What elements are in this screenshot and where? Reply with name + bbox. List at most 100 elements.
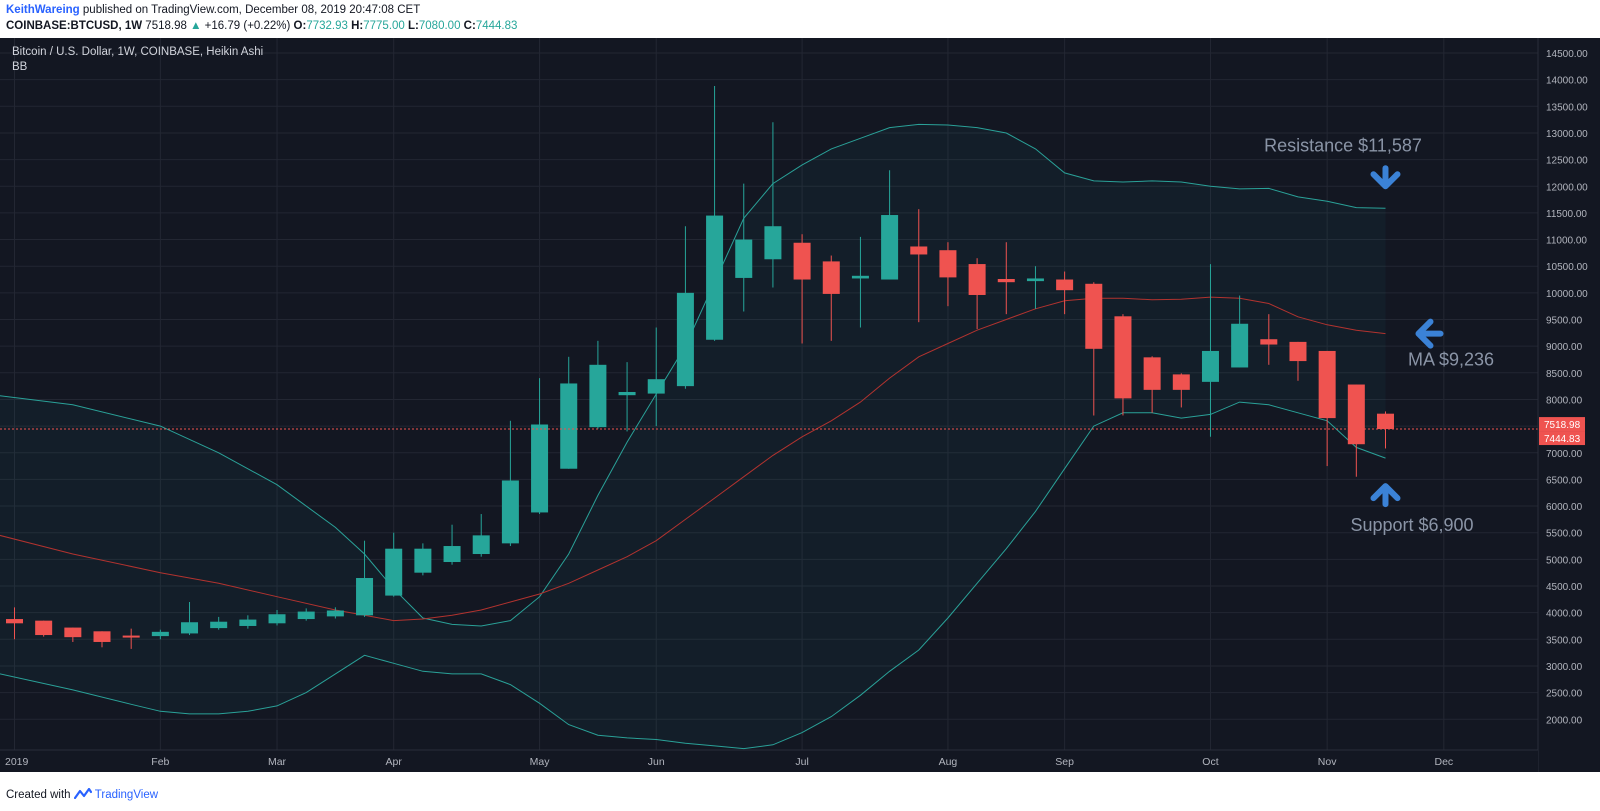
candle-body: [151, 631, 169, 637]
candle-body: [443, 546, 461, 563]
candle: [151, 629, 169, 640]
candle: [385, 532, 403, 597]
candle-body: [1260, 339, 1278, 345]
high-value: 7775.00: [363, 20, 405, 32]
y-tick-label: 4000.00: [1546, 609, 1583, 620]
candle-body: [1231, 323, 1249, 368]
candle-body: [851, 275, 869, 279]
candle-body: [793, 242, 811, 280]
y-tick-label: 7000.00: [1546, 449, 1583, 460]
candle-body: [1201, 350, 1219, 382]
y-tick-label: 11500.00: [1546, 209, 1587, 220]
candle: [1114, 314, 1132, 416]
candle: [64, 627, 82, 642]
candle: [356, 540, 374, 617]
candle-body: [560, 383, 578, 469]
candle-body: [64, 627, 82, 638]
candle: [93, 631, 111, 648]
candle: [1085, 282, 1103, 416]
x-tick-label: Feb: [151, 756, 169, 768]
close-label: C:: [463, 20, 476, 32]
candle-body: [1172, 374, 1190, 390]
tradingview-link[interactable]: TradingView: [94, 789, 159, 801]
y-tick-label: 6500.00: [1546, 475, 1583, 486]
y-tick-label: 14000.00: [1546, 76, 1588, 87]
candle: [822, 255, 840, 341]
annotations: Resistance $11,587 MA $9,236 Support $6,90…: [1264, 135, 1494, 535]
y-tick-label: 12500.00: [1546, 156, 1588, 167]
candle: [297, 608, 315, 621]
y-tick-label: 11000.00: [1546, 236, 1587, 247]
candle: [1260, 314, 1278, 365]
candle-body: [93, 631, 111, 642]
price-chart[interactable]: 14500.00 14000.00 13500.00 13000.00 12500.00…: [0, 38, 1600, 772]
candle: [1056, 271, 1074, 315]
time-axis-panel[interactable]: [0, 750, 1538, 772]
candle-body: [676, 292, 694, 387]
candle: [764, 122, 782, 288]
open-label: O:: [293, 20, 307, 32]
candle: [239, 615, 257, 629]
candle: [1231, 295, 1249, 368]
x-tick-label: Nov: [1318, 756, 1337, 768]
y-tick-label: 8000.00: [1546, 395, 1583, 406]
candle: [647, 327, 665, 427]
y-tick-label: 14500.00: [1546, 49, 1588, 60]
candle: [6, 607, 23, 640]
y-tick-label: 10500.00: [1546, 262, 1588, 273]
candle-body: [881, 215, 899, 280]
last-price: 7518.98: [145, 20, 187, 32]
candle-body: [356, 578, 374, 616]
high-label: H:: [351, 20, 364, 32]
candle: [881, 170, 899, 280]
support-label: Support $6,900: [1350, 515, 1473, 535]
candle: [560, 356, 578, 469]
chart-grid: [0, 38, 1538, 750]
indicator-label[interactable]: BB: [12, 61, 28, 73]
candle: [122, 628, 140, 649]
candle-body: [385, 548, 403, 596]
resistance-label: Resistance $11,587: [1264, 135, 1422, 155]
y-tick-label: 4500.00: [1546, 582, 1583, 593]
candle: [1318, 350, 1336, 467]
candle: [1201, 264, 1219, 437]
candle-body: [501, 480, 519, 544]
tradingview-logo-icon: [73, 787, 92, 800]
candle: [210, 616, 228, 630]
candle-body: [589, 364, 607, 428]
x-tick-label: Mar: [268, 756, 287, 768]
candle-body: [472, 535, 490, 555]
publish-line: KeithWareing published on TradingView.co…: [6, 2, 517, 18]
x-tick-label: Sep: [1055, 756, 1074, 768]
footer: Created with TradingView: [6, 787, 159, 801]
candle-body: [997, 278, 1015, 283]
ma-label: MA $9,236: [1408, 350, 1494, 370]
candle: [531, 378, 549, 515]
candle: [1376, 411, 1394, 449]
price-tag-box: [1539, 417, 1585, 432]
open-value: 7732.93: [306, 20, 348, 32]
author-link[interactable]: KeithWareing: [6, 4, 80, 16]
y-tick-label: 3000.00: [1546, 662, 1583, 673]
candle-body: [414, 548, 432, 573]
candle-body: [1026, 278, 1044, 282]
x-tick-label: May: [530, 756, 551, 768]
candle: [1143, 356, 1161, 413]
y-tick-label: 2500.00: [1546, 689, 1583, 700]
candles: [6, 86, 1394, 649]
candle-body: [647, 379, 665, 394]
y-tick-label: 5000.00: [1546, 555, 1583, 566]
candle-body: [1318, 350, 1336, 419]
y-tick-label: 5500.00: [1546, 529, 1583, 540]
x-tick-label: Jun: [648, 756, 665, 768]
candle: [1026, 266, 1044, 309]
candle: [735, 183, 753, 312]
price-change: +16.79 (+0.22%): [204, 20, 291, 32]
price-tags: 7518.98 7444.83: [1539, 417, 1585, 446]
candle-body: [968, 264, 986, 295]
price-axis-panel[interactable]: [1538, 38, 1600, 772]
candle-body: [326, 610, 344, 617]
price-tag-box: [1539, 431, 1585, 446]
candle-body: [1056, 279, 1074, 291]
candle-body: [1143, 357, 1161, 390]
